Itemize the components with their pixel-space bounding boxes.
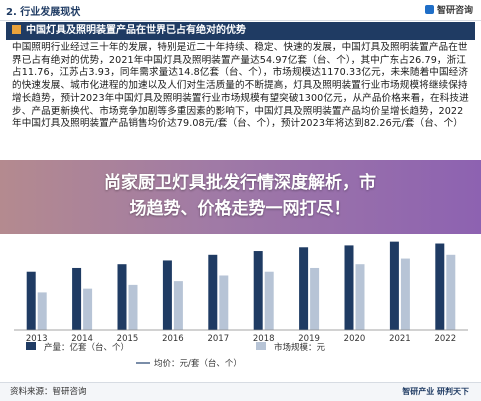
bar-series-1	[208, 254, 218, 330]
bar-chart: 2013 2014 2015 2016 2017 2018 2019 2020 2021 2022…	[14, 241, 468, 369]
banner-line-1: 尚家厨卫灯具批发行情深度解析，市	[104, 173, 376, 193]
slide-title-bar: 中国灯具及照明装置产品在世界已占有绝对的优势	[6, 22, 475, 40]
bar-series-2	[173, 281, 183, 330]
x-tick-label: 2021	[389, 334, 411, 344]
x-tick-label: 2013	[26, 334, 48, 344]
x-tick-label: 2016	[162, 334, 184, 344]
bar-series-2	[355, 264, 365, 330]
brand-label: 智研咨询	[436, 6, 473, 16]
x-tick-label: 2019	[298, 334, 320, 344]
bar-series-1	[162, 260, 172, 330]
bar-series-2	[37, 292, 47, 330]
legend-label: 市场规模：元	[274, 342, 326, 353]
bar-series-2	[310, 267, 320, 330]
top-bar: 2. 行业发展现状 智研咨询	[0, 0, 481, 21]
x-tick-label: 2022	[434, 334, 456, 344]
bar-series-1	[435, 243, 445, 330]
bar-series-1	[389, 241, 399, 330]
bar-series-1	[344, 245, 354, 330]
bar-series-2	[128, 284, 138, 330]
chart-area: 2013 2014 2015 2016 2017 2018 2019 2020 2021 2022…	[6, 234, 476, 380]
brand-name: 智研咨询	[424, 3, 473, 16]
slide-title: 中国灯具及照明装置产品在世界已占有绝对的优势	[26, 25, 246, 36]
x-tick-label: 2015	[117, 334, 139, 344]
x-tick-label: 2020	[344, 334, 366, 344]
legend-swatch	[26, 342, 36, 350]
x-tick-label: 2018	[253, 334, 275, 344]
bar-series-2	[264, 271, 274, 330]
section-heading: 2. 行业发展现状	[6, 7, 81, 18]
bar-series-1	[117, 264, 127, 330]
bar-series-2	[83, 288, 93, 330]
source-note: 资料来源：智研咨询	[10, 387, 87, 397]
bar-series-1	[72, 267, 82, 330]
legend-swatch	[256, 342, 266, 350]
footer-logo: 智研产业 研判天下	[402, 387, 469, 396]
x-tick-label: 2017	[207, 334, 229, 344]
paragraph-text: 中国照明行业经过三十年的发展，特别是近二十年持续、稳定、快速的发展，中国灯具及照…	[12, 42, 469, 130]
bar-series-2	[400, 258, 410, 330]
bar-series-2	[446, 254, 456, 330]
x-tick-label: 2014	[71, 334, 93, 344]
banner-line-2: 场趋势、价格走势一网打尽！	[129, 199, 351, 219]
bar-series-1	[253, 251, 263, 330]
title-marker-icon	[12, 25, 21, 34]
footer-bar: 资料来源：智研咨询 智研产业 研判天下	[0, 382, 481, 401]
legend-label: 产量：亿套（台、个）	[44, 342, 129, 353]
bar-series-2	[219, 275, 229, 330]
legend-label: 均价：元/套（台、个）	[154, 358, 242, 369]
overlay-banner	[0, 160, 481, 234]
banner-headline: 尚家厨卫灯具批发行情深度解析，市 场趋势、价格走势一网打尽！	[20, 170, 460, 222]
bar-series-1	[299, 247, 309, 330]
brand-logo-icon	[424, 5, 434, 14]
bar-series-1	[26, 271, 36, 330]
body-paragraph: 中国照明行业经过三十年的发展，特别是近二十年持续、稳定、快速的发展，中国灯具及照…	[12, 42, 470, 131]
